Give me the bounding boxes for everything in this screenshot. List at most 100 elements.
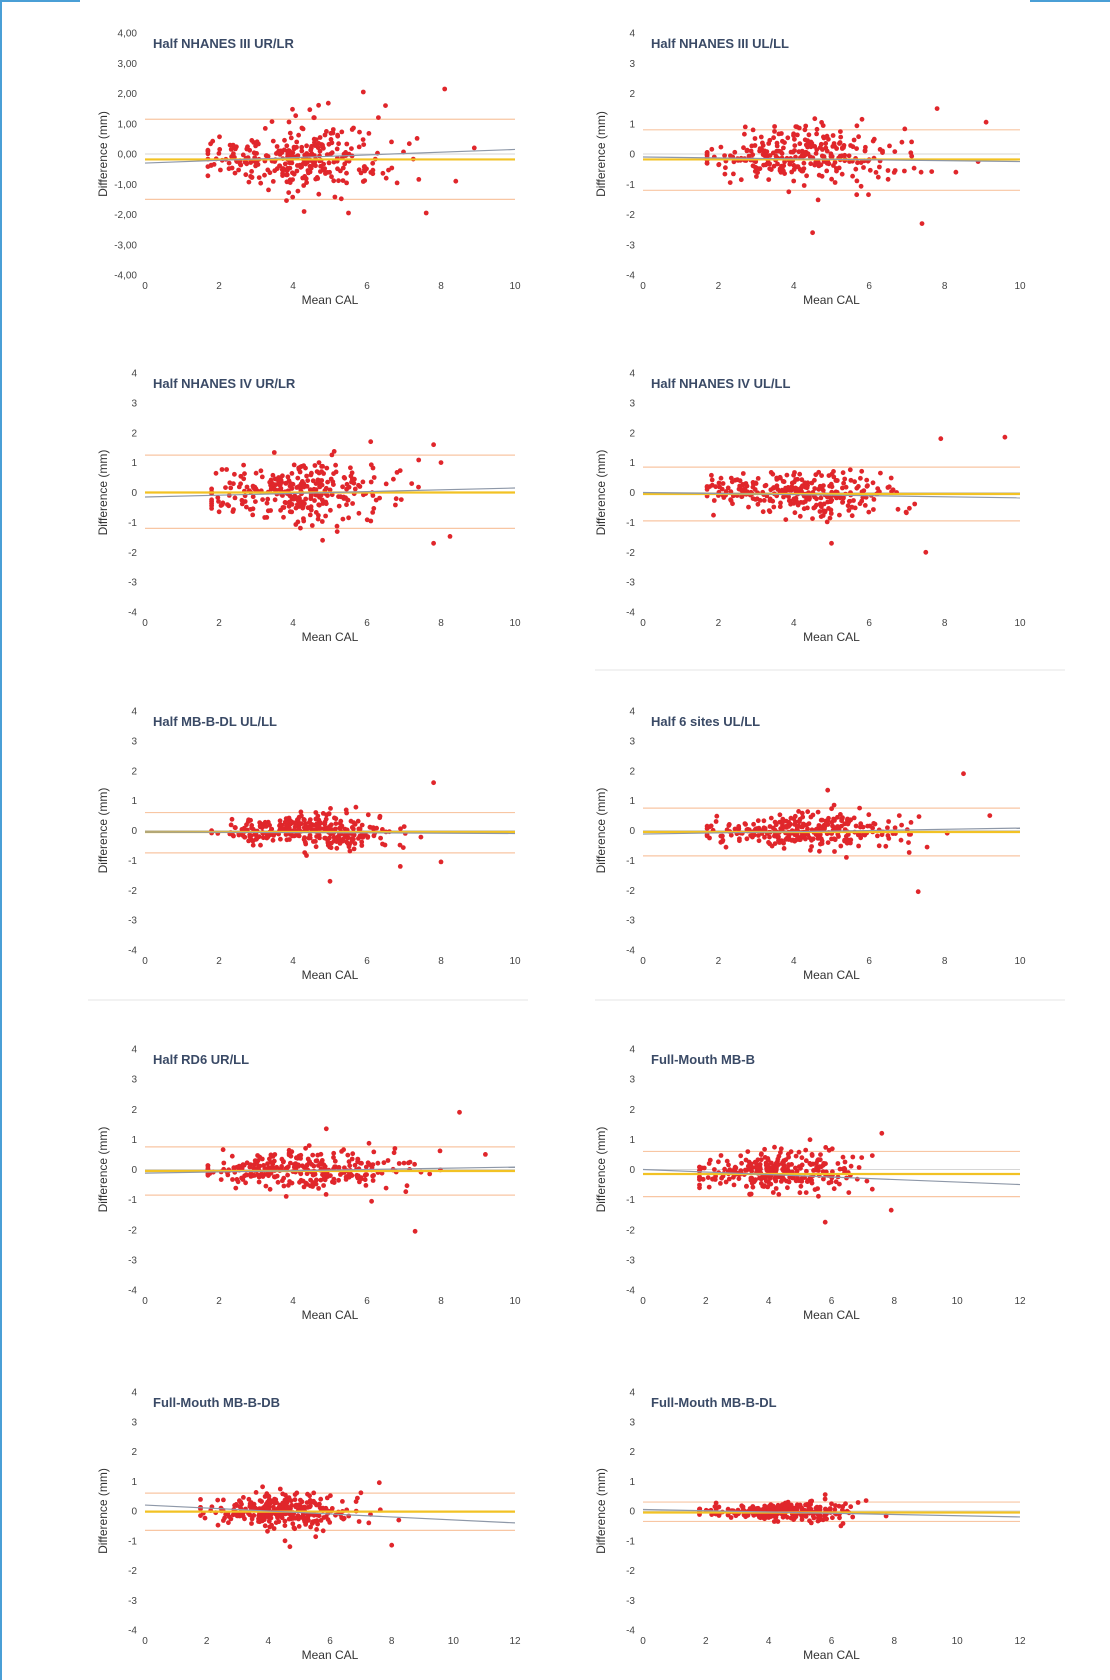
y-tick-label: 1 xyxy=(629,119,635,130)
data-point xyxy=(891,170,897,175)
data-point xyxy=(291,146,297,152)
data-point xyxy=(427,1171,433,1177)
data-point xyxy=(333,462,338,468)
data-point xyxy=(366,131,372,136)
data-point xyxy=(697,1174,702,1180)
data-point xyxy=(210,138,216,144)
data-point xyxy=(362,1177,368,1183)
data-point xyxy=(285,474,291,480)
data-point xyxy=(869,1153,875,1158)
data-point xyxy=(259,1499,264,1504)
data-point xyxy=(790,149,796,155)
data-point xyxy=(340,178,346,184)
data-point xyxy=(713,484,719,490)
data-point xyxy=(205,1163,211,1168)
data-point xyxy=(780,1514,786,1520)
x-axis-label: Mean CAL xyxy=(803,630,860,644)
data-point xyxy=(308,1503,313,1509)
data-point xyxy=(850,1514,856,1520)
y-tick-label: 4 xyxy=(629,1388,635,1399)
data-point xyxy=(834,146,839,151)
data-point xyxy=(231,144,237,150)
data-point xyxy=(780,816,786,822)
data-point xyxy=(806,821,812,826)
data-point xyxy=(786,835,792,841)
data-point xyxy=(755,501,761,507)
data-point xyxy=(236,832,242,838)
data-point xyxy=(757,1514,762,1520)
data-point xyxy=(770,471,776,477)
data-point xyxy=(823,141,829,146)
y-tick-label: -1 xyxy=(626,180,635,191)
data-point xyxy=(198,1513,203,1518)
data-point xyxy=(314,1527,319,1532)
data-point xyxy=(795,476,800,482)
y-tick-label: 1 xyxy=(629,1477,635,1488)
data-point xyxy=(805,505,810,511)
data-point xyxy=(875,833,880,839)
data-point xyxy=(864,477,870,483)
data-point xyxy=(746,153,752,159)
data-point xyxy=(256,141,261,147)
data-point xyxy=(787,487,792,493)
data-point xyxy=(782,159,787,165)
data-point xyxy=(322,821,328,827)
data-point xyxy=(311,1490,317,1496)
data-point xyxy=(732,149,738,155)
data-point xyxy=(253,470,259,476)
data-point xyxy=(328,845,334,851)
data-point xyxy=(808,1502,813,1507)
data-point xyxy=(822,508,828,514)
data-point xyxy=(349,825,355,830)
data-point xyxy=(870,480,876,486)
data-point xyxy=(754,826,760,832)
data-point xyxy=(377,813,383,819)
data-point xyxy=(298,1497,303,1503)
data-point xyxy=(833,1179,839,1185)
data-point xyxy=(728,475,734,481)
data-point xyxy=(832,849,837,854)
data-point xyxy=(803,123,809,129)
y-tick-label: -2 xyxy=(128,1566,137,1577)
data-point xyxy=(349,146,354,152)
frame-left-line xyxy=(0,0,2,1680)
data-point xyxy=(315,516,321,522)
data-point xyxy=(289,1149,295,1155)
data-point xyxy=(745,1512,751,1518)
regression-line xyxy=(144,1166,516,1174)
chart-title: Half NHANES III UL/LL xyxy=(651,36,789,51)
data-point xyxy=(842,1159,848,1165)
data-point xyxy=(852,479,857,485)
data-point xyxy=(304,151,310,156)
data-point xyxy=(815,1515,821,1521)
data-point xyxy=(302,1519,308,1524)
data-point xyxy=(265,508,271,514)
data-point xyxy=(746,504,751,510)
data-point xyxy=(281,1183,287,1189)
data-point xyxy=(731,1174,736,1180)
data-point xyxy=(731,1182,737,1188)
data-point xyxy=(796,809,801,814)
data-point xyxy=(357,129,362,135)
data-point xyxy=(247,1164,253,1170)
data-point xyxy=(322,1164,328,1169)
chart-panel-3: -4 -3 -2 -1 0 1 2 3 4 0 2 4 6 8 10 Mean CAL Difference (… xyxy=(96,369,521,645)
data-point xyxy=(276,1519,282,1525)
data-point xyxy=(840,1154,846,1160)
data-point xyxy=(247,834,253,839)
data-point xyxy=(739,1160,744,1166)
data-point xyxy=(758,1157,764,1163)
data-point xyxy=(268,477,274,483)
data-point xyxy=(232,170,238,176)
data-point xyxy=(351,480,357,486)
data-point xyxy=(831,1186,837,1192)
data-point xyxy=(767,166,773,172)
data-point xyxy=(308,821,313,827)
data-point xyxy=(228,1516,234,1522)
data-point xyxy=(738,177,744,183)
data-point xyxy=(310,478,316,484)
x-tick-label: 0 xyxy=(640,1296,646,1307)
data-point xyxy=(304,1182,310,1187)
x-axis-label: Mean CAL xyxy=(803,293,860,307)
data-point xyxy=(818,817,824,823)
